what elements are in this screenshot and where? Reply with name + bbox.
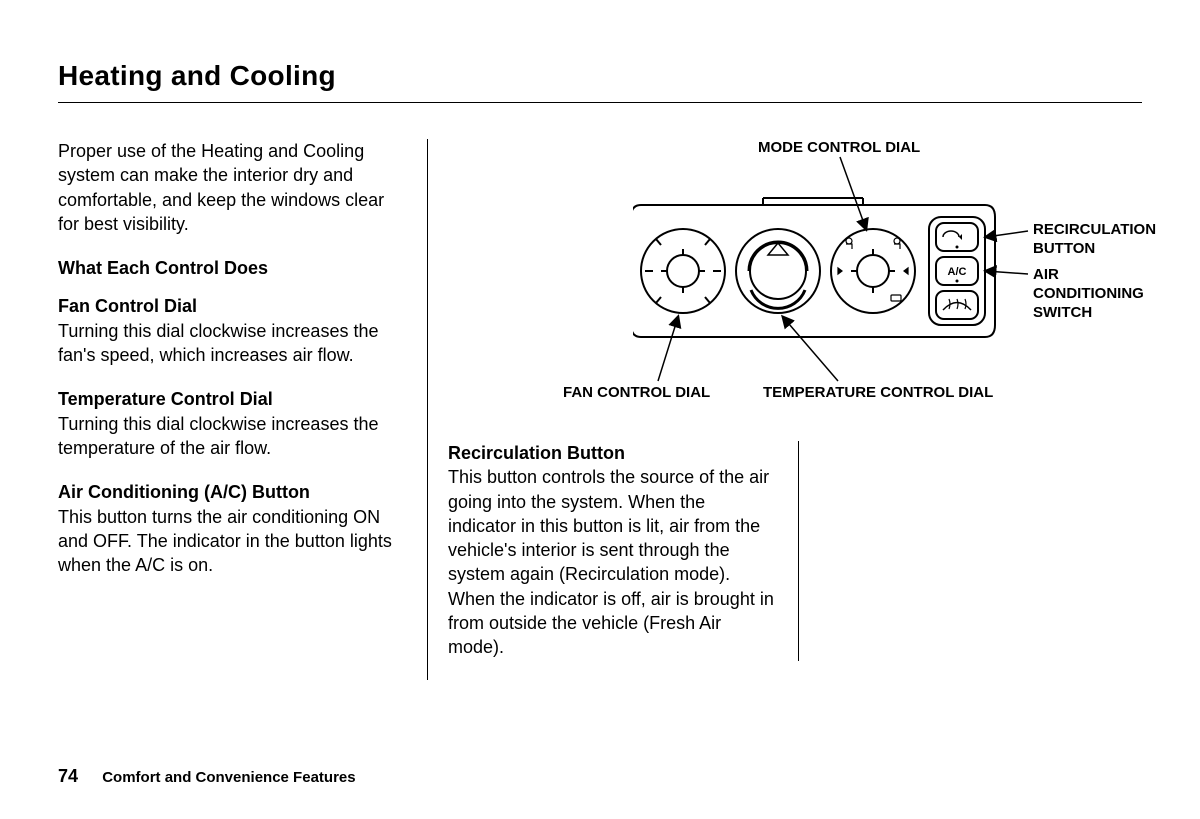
label-ac-switch: AIR CONDITIONING SWITCH <box>1033 266 1168 322</box>
fan-heading: Fan Control Dial <box>58 294 407 318</box>
content-columns: Proper use of the Heating and Cooling sy… <box>58 139 1142 680</box>
page-footer: 74 Comfort and Convenience Features <box>58 766 356 787</box>
section-heading: What Each Control Does <box>58 256 407 280</box>
hvac-panel-icon: A/C <box>633 195 1033 395</box>
ac-body: This button turns the air condi­tioning … <box>58 505 407 578</box>
defrost-button-icon <box>936 291 978 319</box>
footer-section: Comfort and Convenience Features <box>102 769 355 786</box>
recirc-heading: Recirculation Button <box>448 441 778 465</box>
label-recirculation-button: RECIRCULATION BUTTON <box>1033 221 1168 259</box>
recirc-body: This button controls the source of the a… <box>448 465 778 659</box>
column-left: Proper use of the Heating and Cooling sy… <box>58 139 428 680</box>
temp-heading: Temperature Control Dial <box>58 387 407 411</box>
column-divider-right <box>798 441 799 661</box>
hvac-diagram: MODE CONTROL DIAL RECIRCULATION BUTTON A… <box>488 139 1168 429</box>
page-number: 74 <box>58 766 78 786</box>
fan-body: Turning this dial clockwise increases th… <box>58 319 407 368</box>
ac-button-text: A/C <box>948 266 967 278</box>
temp-body: Turning this dial clockwise increases th… <box>58 412 407 461</box>
document-page: Heating and Cooling Proper use of the He… <box>0 0 1200 819</box>
label-mode-control-dial: MODE CONTROL DIAL <box>758 139 920 158</box>
page-title: Heating and Cooling <box>58 60 1142 98</box>
title-rule <box>58 102 1142 103</box>
intro-paragraph: Proper use of the Heating and Cooling sy… <box>58 139 407 236</box>
ac-heading: Air Conditioning (A/C) Button <box>58 480 407 504</box>
